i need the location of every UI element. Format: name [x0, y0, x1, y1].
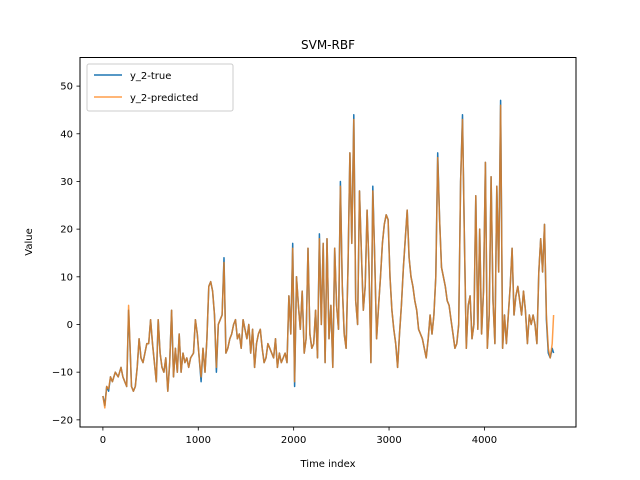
y-tick-label: 30 — [60, 177, 73, 188]
x-tick-label: 2000 — [281, 435, 306, 446]
y-tick-label: 10 — [60, 272, 73, 283]
chart-title: SVM-RBF — [301, 38, 355, 52]
x-axis: 0 1000 2000 3000 4000 — [100, 427, 497, 446]
legend-box — [86, 63, 234, 112]
series-layer — [102, 99, 555, 409]
legend: y_2-true y_2-predicted — [86, 63, 234, 112]
x-tick-label: 1000 — [186, 435, 211, 446]
x-tick-label: 3000 — [376, 435, 401, 446]
legend-label-true: y_2-true — [130, 71, 171, 82]
series-line-predicted — [102, 104, 555, 409]
legend-label-predicted: y_2-predicted — [130, 93, 198, 104]
x-tick-label: 4000 — [472, 435, 497, 446]
plot-frame — [79, 57, 577, 428]
y-tick-label: −10 — [52, 368, 73, 379]
y-axis: −20 −10 0 10 20 30 40 50 — [52, 82, 80, 426]
y-tick-label: 20 — [60, 225, 73, 236]
x-axis-label: Time index — [299, 459, 355, 470]
y-tick-label: −20 — [52, 415, 73, 426]
y-axis-label: Value — [24, 228, 35, 255]
y-tick-label: 40 — [60, 129, 73, 140]
y-tick-label: 50 — [60, 82, 73, 93]
x-tick-label: 0 — [100, 435, 106, 446]
y-tick-label: 0 — [67, 320, 73, 331]
